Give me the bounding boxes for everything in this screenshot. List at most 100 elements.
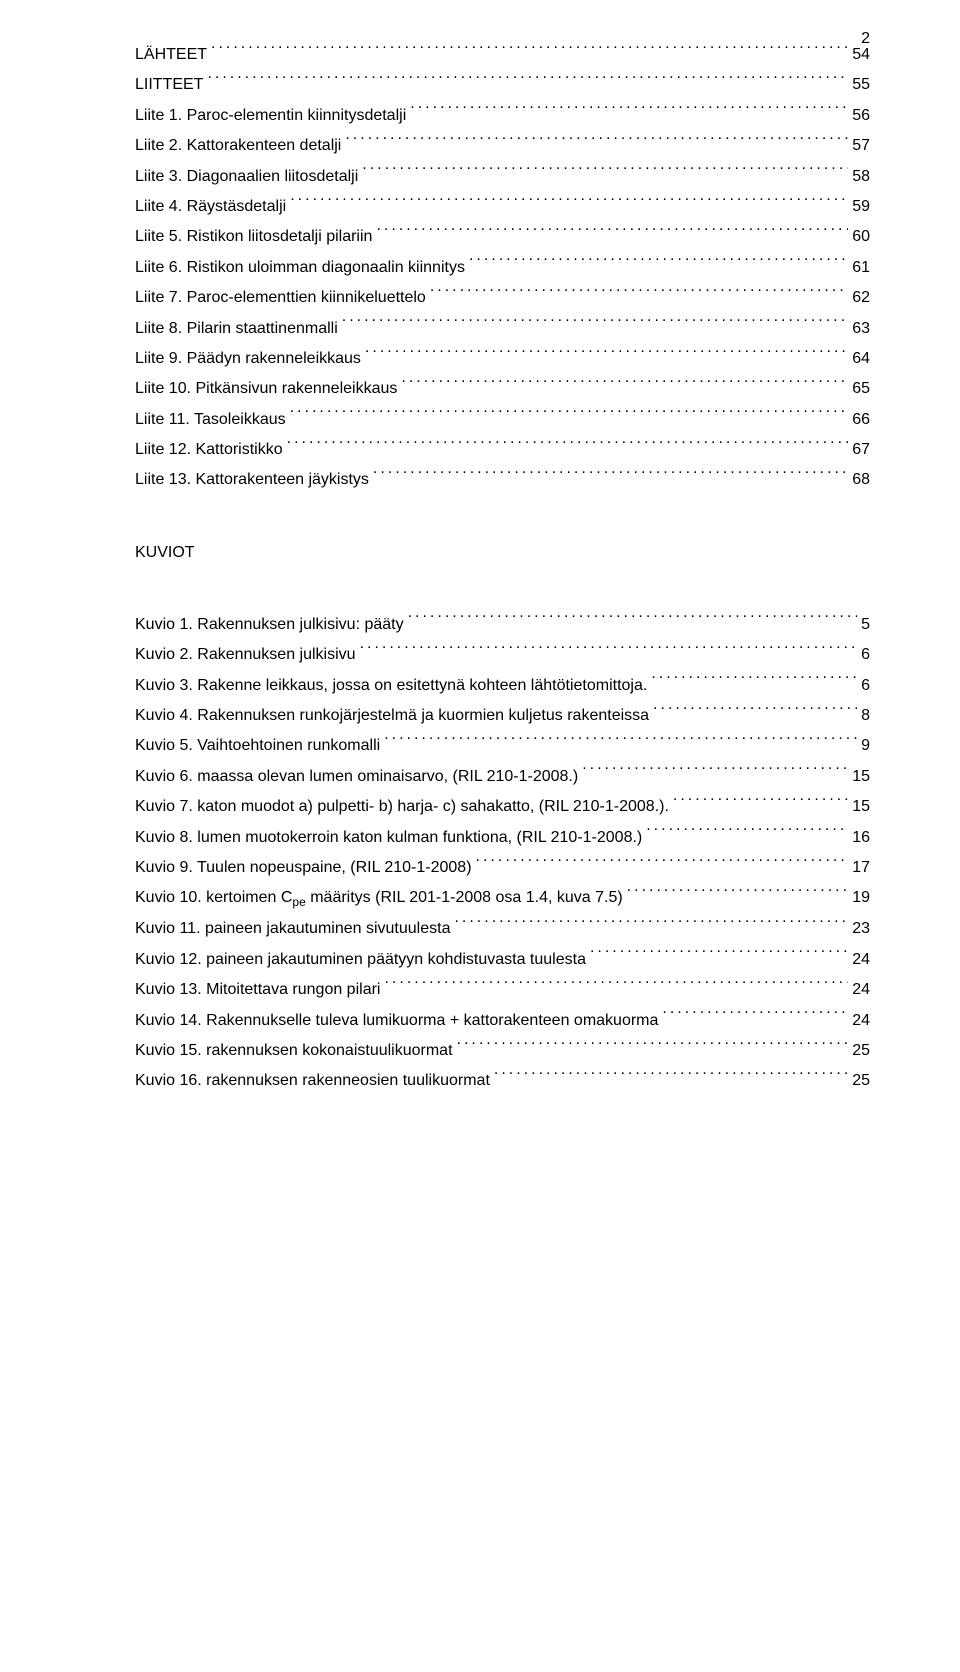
toc-leader-dots <box>582 765 848 781</box>
toc-leader-dots <box>342 317 848 333</box>
toc-entry-label: Liite 4. Räystäsdetalji <box>135 192 286 222</box>
toc-entry-label: Kuvio 8. lumen muotokerroin katon kulman… <box>135 823 642 853</box>
toc-entry-page: 61 <box>852 253 870 283</box>
toc-entry-label: Kuvio 1. Rakennuksen julkisivu: pääty <box>135 610 404 640</box>
toc-entry-label: LÄHTEET <box>135 40 207 70</box>
toc-entry-label: Kuvio 12. paineen jakautuminen päätyyn k… <box>135 945 586 975</box>
toc-entry: Liite 6. Ristikon uloimman diagonaalin k… <box>135 253 870 283</box>
page-number: 2 <box>861 30 870 48</box>
toc-entry-label: Liite 9. Päädyn rakenneleikkaus <box>135 344 361 374</box>
toc-entry-label: Kuvio 4. Rakennuksen runkojärjestelmä ja… <box>135 701 649 731</box>
toc-leader-dots <box>290 195 848 211</box>
toc-entry-label: Liite 7. Paroc-elementtien kiinnikeluett… <box>135 283 426 313</box>
toc-leader-dots <box>410 104 848 120</box>
toc-entry-label: Kuvio 13. Mitoitettava rungon pilari <box>135 975 380 1005</box>
toc-entry-page: 5 <box>861 610 870 640</box>
toc-entry-label: Kuvio 5. Vaihtoehtoinen runkomalli <box>135 731 380 761</box>
toc-entry-label: Liite 1. Paroc-elementin kiinnitysdetalj… <box>135 101 406 131</box>
toc-leader-dots <box>408 613 858 629</box>
toc-entry: Kuvio 16. rakennuksen rakenneosien tuuli… <box>135 1066 870 1096</box>
toc-entry-label: Liite 2. Kattorakenteen detalji <box>135 131 341 161</box>
toc-entry: LIITTEET 55 <box>135 70 870 100</box>
toc-leader-dots <box>401 377 848 393</box>
toc-leader-dots <box>494 1069 848 1085</box>
toc-entry: Kuvio 14. Rakennukselle tuleva lumikuorm… <box>135 1006 870 1036</box>
toc-entry-page: 25 <box>852 1066 870 1096</box>
toc-leader-dots <box>476 856 849 872</box>
toc-entry-label: Liite 13. Kattorakenteen jäykistys <box>135 465 369 495</box>
toc-entry: Liite 9. Päädyn rakenneleikkaus 64 <box>135 344 870 374</box>
toc-leader-dots <box>469 256 848 272</box>
toc-leader-dots <box>662 1009 848 1025</box>
toc-entry-page: 25 <box>852 1036 870 1066</box>
toc-entry-page: 6 <box>861 640 870 670</box>
toc-entry: Liite 11. Tasoleikkaus66 <box>135 405 870 435</box>
toc-entry: Kuvio 5. Vaihtoehtoinen runkomalli 9 <box>135 731 870 761</box>
toc-entry-page: 15 <box>852 762 870 792</box>
toc-entry: LÄHTEET54 <box>135 40 870 70</box>
toc-leader-dots <box>590 948 848 964</box>
toc-entry-page: 19 <box>852 883 870 913</box>
toc-entry-page: 66 <box>852 405 870 435</box>
toc-leader-dots <box>384 734 857 750</box>
toc-entry: Kuvio 8. lumen muotokerroin katon kulman… <box>135 823 870 853</box>
toc-entry: Kuvio 1. Rakennuksen julkisivu: pääty 5 <box>135 610 870 640</box>
toc-entry: Kuvio 3. Rakenne leikkaus, jossa on esit… <box>135 671 870 701</box>
toc-leader-dots <box>290 408 849 424</box>
toc-entry-label: Liite 12. Kattoristikko <box>135 435 283 465</box>
toc-leader-dots <box>365 347 848 363</box>
toc-entry-label: LIITTEET <box>135 70 203 100</box>
toc-entry-label: Kuvio 6. maassa olevan lumen ominaisarvo… <box>135 762 578 792</box>
toc-entry: Kuvio 2. Rakennuksen julkisivu 6 <box>135 640 870 670</box>
toc-entry-label: Liite 10. Pitkänsivun rakenneleikkaus <box>135 374 397 404</box>
document-page: 2 LÄHTEET54LIITTEET 55 Liite 1. Paroc-elem… <box>0 0 960 1672</box>
toc-entry: Kuvio 15. rakennuksen kokonaistuulikuorm… <box>135 1036 870 1066</box>
toc-entry-page: 64 <box>852 344 870 374</box>
toc-entry-page: 15 <box>852 792 870 822</box>
toc-entry: Kuvio 13. Mitoitettava rungon pilari24 <box>135 975 870 1005</box>
toc-entry-label: Liite 3. Diagonaalien liitosdetalji <box>135 162 358 192</box>
toc-leader-dots <box>362 165 848 181</box>
toc-entry: Liite 12. Kattoristikko67 <box>135 435 870 465</box>
toc-leader-dots <box>454 917 848 933</box>
toc-entry-label: Liite 6. Ristikon uloimman diagonaalin k… <box>135 253 465 283</box>
toc-entry-page: 16 <box>852 823 870 853</box>
toc-leader-dots <box>653 704 857 720</box>
toc-entry-label: Liite 8. Pilarin staattinenmalli <box>135 314 338 344</box>
toc-entry-label: Kuvio 2. Rakennuksen julkisivu <box>135 640 356 670</box>
toc-entry: Kuvio 6. maassa olevan lumen ominaisarvo… <box>135 762 870 792</box>
toc-entry: Kuvio 12. paineen jakautuminen päätyyn k… <box>135 945 870 975</box>
toc-leader-dots <box>646 826 848 842</box>
toc-leader-dots <box>430 286 848 302</box>
toc-entry: Kuvio 4. Rakennuksen runkojärjestelmä ja… <box>135 701 870 731</box>
toc-entry-page: 60 <box>852 222 870 252</box>
toc-entry-page: 8 <box>861 701 870 731</box>
toc-entry-label: Kuvio 3. Rakenne leikkaus, jossa on esit… <box>135 671 647 701</box>
toc-entry-label: Kuvio 16. rakennuksen rakenneosien tuuli… <box>135 1066 490 1096</box>
toc-entry-page: 57 <box>852 131 870 161</box>
toc-entry-label: Kuvio 15. rakennuksen kokonaistuulikuorm… <box>135 1036 453 1066</box>
toc-leader-dots <box>627 886 849 902</box>
toc-leader-dots <box>345 134 848 150</box>
toc-entry-page: 58 <box>852 162 870 192</box>
toc-entry-page: 9 <box>861 731 870 761</box>
toc-entry: Kuvio 11. paineen jakautuminen sivutuule… <box>135 914 870 944</box>
toc-entry-label: Kuvio 11. paineen jakautuminen sivutuule… <box>135 914 450 944</box>
toc-entry: Kuvio 7. katon muodot a) pulpetti- b) ha… <box>135 792 870 822</box>
toc-entry: Liite 4. Räystäsdetalji 59 <box>135 192 870 222</box>
toc-entry: Kuvio 9. Tuulen nopeuspaine, (RIL 210-1-… <box>135 853 870 883</box>
toc-leader-dots <box>211 43 848 59</box>
toc-leader-dots <box>457 1039 849 1055</box>
toc-entry-page: 55 <box>852 70 870 100</box>
section-heading-kuviot: KUVIOT <box>135 544 870 562</box>
toc-entry-page: 23 <box>852 914 870 944</box>
toc-leader-dots <box>360 643 858 659</box>
toc-leader-dots <box>673 795 848 811</box>
toc-top-block: LÄHTEET54LIITTEET 55 Liite 1. Paroc-elemen… <box>135 40 870 496</box>
toc-entry: Liite 8. Pilarin staattinenmalli63 <box>135 314 870 344</box>
toc-entry-page: 56 <box>852 101 870 131</box>
toc-entry-page: 65 <box>852 374 870 404</box>
toc-entry-page: 59 <box>852 192 870 222</box>
toc-entry: Liite 5. Ristikon liitosdetalji pilariin… <box>135 222 870 252</box>
toc-entry: Liite 1. Paroc-elementin kiinnitysdetalj… <box>135 101 870 131</box>
